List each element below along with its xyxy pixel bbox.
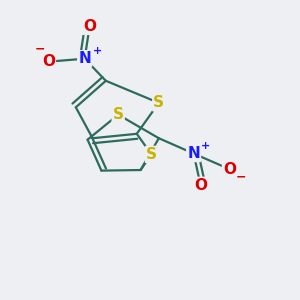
Text: O: O [83, 19, 96, 34]
Text: N: N [187, 146, 200, 161]
Text: N: N [78, 51, 91, 66]
Text: O: O [194, 178, 207, 193]
Text: −: − [34, 43, 45, 56]
Text: +: + [93, 46, 102, 56]
Text: +: + [201, 141, 210, 151]
Text: O: O [42, 54, 55, 69]
Text: S: S [146, 147, 157, 162]
Text: −: − [236, 171, 246, 184]
Text: O: O [223, 162, 236, 177]
Text: S: S [153, 95, 164, 110]
Text: S: S [113, 107, 124, 122]
